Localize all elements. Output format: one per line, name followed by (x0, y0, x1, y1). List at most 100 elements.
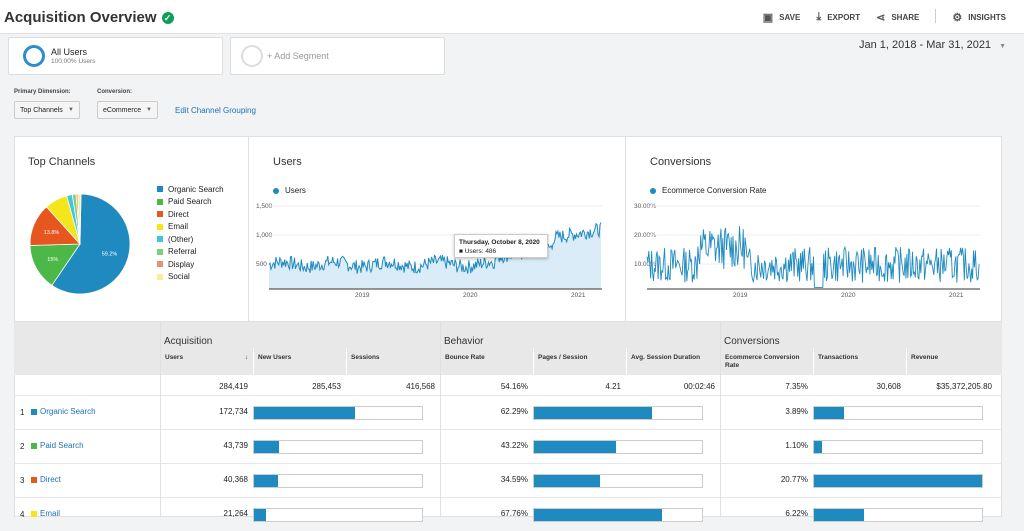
legend-swatch (157, 198, 163, 205)
segment-all-users[interactable]: All Users 100.00% Users (8, 37, 223, 75)
users-series-legend: Users (273, 186, 306, 195)
top-bar: Acquisition Overview ✓ ▣ SAVE ⤓ EXPORT ⋖ SH… (0, 0, 1024, 34)
edit-channel-grouping-link[interactable]: Edit Channel Grouping (175, 106, 256, 115)
series-dot-icon (273, 187, 279, 194)
export-button[interactable]: ⤓ EXPORT (816, 11, 860, 24)
channel-link[interactable]: Email (40, 509, 61, 518)
conversions-line-chart[interactable] (633, 203, 985, 291)
col-users[interactable]: Users ↓ (160, 348, 253, 375)
total-users: 284,419 (219, 382, 248, 391)
col-avg-duration[interactable]: Avg. Session Duration (626, 348, 720, 375)
legend-item: Referral (157, 246, 224, 259)
save-button[interactable]: ▣ SAVE (763, 11, 801, 24)
users-series-label: Users (285, 186, 306, 195)
insights-button[interactable]: ⚙ INSIGHTS (952, 11, 1006, 24)
users-chart-title: Users (273, 156, 302, 168)
primary-dimension-dropdown[interactable]: Top Channels ▼ (14, 101, 80, 119)
share-button[interactable]: ⋖ SHARE (876, 11, 919, 24)
y-tick: 1,000 (256, 232, 273, 239)
date-range-picker[interactable]: Jan 1, 2018 - Mar 31, 2021 ▼ (859, 39, 1006, 51)
users-line-chart[interactable] (255, 203, 607, 291)
legend-swatch (157, 261, 163, 268)
col-transactions[interactable]: Transactions (813, 348, 906, 375)
bar-fill (254, 509, 266, 521)
top-channels-legend: Organic Search Paid Search Direct Email (Oth… (157, 183, 224, 283)
row-number: 4 (20, 510, 25, 519)
col-bounce-rate[interactable]: Bounce Rate (440, 348, 533, 375)
x-tick: 2019 (733, 292, 748, 299)
legend-item: Social (157, 271, 224, 284)
legend-label: Email (168, 222, 189, 232)
channel-link[interactable]: Paid Search (40, 441, 84, 450)
x-tick: 2020 (463, 292, 478, 299)
bounce-rate-value: 62.29% (500, 407, 528, 416)
table-row: 2 Paid Search 43,739 43.22% 1.10% (14, 429, 1002, 463)
users-area (269, 222, 602, 289)
bar-fill (254, 475, 278, 487)
row-number: 2 (20, 442, 25, 451)
y-tick: 20.00% (634, 232, 657, 239)
conversions-series-legend: Ecommerce Conversion Rate (650, 186, 766, 195)
chevron-down-icon: ▼ (68, 107, 74, 113)
col-pages-session[interactable]: Pages / Session (533, 348, 626, 375)
col-new-users[interactable]: New Users (253, 348, 346, 375)
channel-link[interactable]: Organic Search (40, 407, 96, 416)
legend-label: Paid Search (168, 197, 212, 207)
transactions-bar (813, 508, 983, 522)
total-sessions: 416,568 (406, 382, 435, 391)
new-users-bar (253, 474, 423, 488)
pie-slice-label: 15% (47, 257, 58, 263)
conversions-series-label: Ecommerce Conversion Rate (662, 186, 767, 195)
legend-label: Display (168, 259, 195, 269)
toolbar: ▣ SAVE ⤓ EXPORT ⋖ SHARE ⚙ INSIGHTS (747, 9, 1006, 24)
add-segment-button[interactable]: + Add Segment (230, 37, 445, 75)
chevron-down-icon: ▼ (999, 43, 1006, 50)
legend-label: Social (168, 272, 190, 282)
row-number: 1 (20, 408, 25, 417)
export-icon: ⤓ (816, 11, 822, 23)
conversions-chart-title: Conversions (650, 156, 712, 168)
users-value: 43,739 (223, 441, 248, 450)
legend-label: (Other) (168, 234, 194, 244)
legend-item: Paid Search (157, 196, 224, 209)
col-conv-rate[interactable]: Ecommerce Conversion Rate (720, 348, 813, 375)
legend-item: Display (157, 258, 224, 271)
pie-slice-social[interactable] (77, 193, 82, 245)
channel-color-swatch (31, 443, 37, 449)
segment-percentage: 100.00% Users (51, 58, 96, 65)
pie-slice-organic-search[interactable] (51, 193, 131, 295)
total-revenue: $35,372,205.80 (936, 382, 992, 391)
conversion-dropdown[interactable]: eCommerce ▼ (97, 101, 158, 119)
total-pages-session: 4.21 (605, 382, 621, 391)
transactions-bar (813, 440, 983, 454)
bar-fill (254, 441, 280, 453)
column-divider (440, 322, 441, 517)
pie-slice-label: 59.2% (102, 251, 118, 257)
col-sessions[interactable]: Sessions (346, 348, 440, 375)
x-tick: 2021 (571, 292, 586, 299)
channel-link[interactable]: Direct (40, 475, 61, 484)
legend-label: Direct (168, 209, 189, 219)
pages-session-bar (533, 474, 703, 488)
conv-rate-value: 20.77% (780, 475, 808, 484)
top-channels-pie-chart[interactable]: 59.2% 15% 13.8% (25, 189, 135, 299)
toolbar-divider (935, 9, 937, 23)
empty-segment-ring-icon (241, 45, 263, 67)
legend-label: Referral (168, 247, 197, 257)
total-bounce-rate: 54.16% (500, 382, 528, 391)
share-icon: ⋖ (876, 12, 886, 24)
bar-fill (254, 407, 355, 419)
column-divider (160, 322, 161, 517)
panel-divider (248, 137, 249, 323)
new-users-bar (253, 508, 423, 522)
page-title: Acquisition Overview ✓ (4, 9, 174, 26)
col-revenue[interactable]: Revenue (906, 348, 1002, 375)
bounce-rate-value: 43.22% (500, 441, 528, 450)
x-tick: 2021 (949, 292, 964, 299)
segment-name: All Users (51, 47, 88, 57)
total-conv-rate: 7.35% (785, 382, 808, 391)
transactions-bar (813, 474, 983, 488)
legend-item: Email (157, 221, 224, 234)
bar-fill (814, 407, 845, 419)
legend-label: Organic Search (168, 184, 224, 194)
